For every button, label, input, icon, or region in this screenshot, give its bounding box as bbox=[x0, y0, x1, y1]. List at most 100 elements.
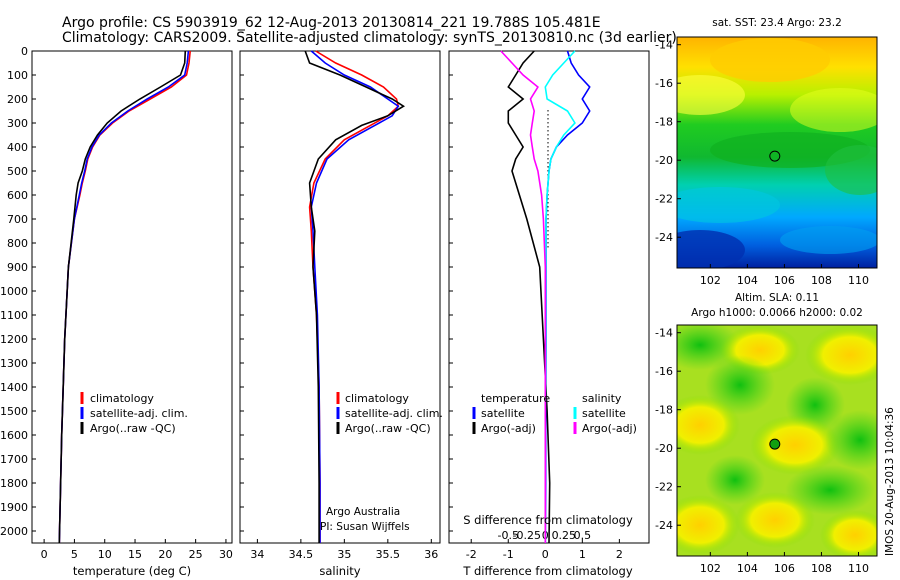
lon-tick-label: 106 bbox=[774, 562, 795, 575]
depth-tick-label: 1900 bbox=[0, 501, 28, 514]
x-tick-label: 0 bbox=[41, 548, 48, 561]
x-tick-label: 15 bbox=[128, 548, 142, 561]
lon-tick-label: 108 bbox=[811, 274, 832, 287]
series-line-argo-raw-qc- bbox=[304, 50, 406, 543]
x-tick-label: 25 bbox=[189, 548, 203, 561]
x-tick-label: 1 bbox=[579, 548, 586, 561]
legend-salinity-header: salinity bbox=[582, 392, 622, 405]
lat-tick-label: -14 bbox=[655, 327, 673, 340]
depth-tick-label: 1200 bbox=[0, 333, 28, 346]
legend-t-argo-label: Argo(-adj) bbox=[481, 422, 536, 435]
depth-tick-label: 400 bbox=[7, 141, 28, 154]
temperature-panel: 0 5 10 15 20 25 30 0 100 200 300 400 500 600 700 800 90… bbox=[0, 45, 233, 578]
t-difference-ticks: -2 -1 0 1 2 bbox=[449, 50, 623, 561]
legend-climatology-label: climatology bbox=[90, 392, 154, 405]
legend-temperature-header: temperature bbox=[481, 392, 550, 405]
x-tick-label: -2 bbox=[466, 548, 477, 561]
depth-tick-label: 1800 bbox=[0, 477, 28, 490]
depth-tick-label: 1700 bbox=[0, 453, 28, 466]
lon-tick-label: 108 bbox=[811, 562, 832, 575]
legend-t-satellite-label: satellite bbox=[481, 407, 525, 420]
depth-tick-label: 1300 bbox=[0, 357, 28, 370]
lat-tick-label: -22 bbox=[655, 193, 673, 206]
depth-tick-label: 600 bbox=[7, 189, 28, 202]
t-difference-x-label: T difference from climatology bbox=[462, 564, 633, 578]
argo-position-marker bbox=[769, 438, 781, 450]
s-tick-label: -0.25 bbox=[513, 529, 541, 542]
x-tick-label: 35.5 bbox=[376, 548, 401, 561]
lat-tick-label: -18 bbox=[655, 404, 673, 417]
sla-map-frame bbox=[676, 324, 878, 557]
lon-tick-label: 106 bbox=[774, 274, 795, 287]
x-tick-label: 5 bbox=[71, 548, 78, 561]
difference-series bbox=[500, 50, 591, 544]
lon-tick-label: 104 bbox=[737, 274, 758, 287]
salinity-series bbox=[304, 50, 406, 543]
sla-map-title-line2: Argo h1000: 0.0066 h2000: 0.02 bbox=[691, 307, 863, 319]
lat-tick-label: -18 bbox=[655, 116, 673, 129]
lon-tick-label: 110 bbox=[848, 274, 869, 287]
salinity-legend: climatology satellite-adj. clim. Argo(..… bbox=[336, 392, 443, 435]
timestamp-stamp: IMOS 20-Aug-2013 10:04:36 bbox=[884, 407, 896, 556]
legend-climatology-label: climatology bbox=[345, 392, 409, 405]
series-line-salinity-argo-adj- bbox=[500, 50, 547, 543]
x-tick-label: 34 bbox=[250, 548, 264, 561]
lat-tick-label: -16 bbox=[655, 77, 673, 90]
depth-tick-label: 300 bbox=[7, 117, 28, 130]
lon-tick-label: 110 bbox=[848, 562, 869, 575]
lon-tick-label: 104 bbox=[737, 562, 758, 575]
lat-tick-label: -24 bbox=[655, 231, 673, 244]
s-difference-label: S difference from climatology bbox=[463, 513, 633, 527]
lat-tick-label: -22 bbox=[655, 481, 673, 494]
lat-tick-label: -14 bbox=[655, 39, 673, 52]
x-tick-label: 30 bbox=[219, 548, 233, 561]
x-tick-label: 20 bbox=[158, 548, 172, 561]
credit-line-1: Argo Australia bbox=[326, 506, 400, 518]
lon-tick-label: 102 bbox=[700, 562, 721, 575]
lat-tick-label: -24 bbox=[655, 519, 673, 532]
x-tick-label: -1 bbox=[503, 548, 514, 561]
x-tick-label: 34.5 bbox=[289, 548, 314, 561]
s-difference-ticks: -0.5-0.25 0 0.250.5 bbox=[498, 529, 592, 542]
figure-title-line2: Climatology: CARS2009. Satellite-adjuste… bbox=[62, 30, 677, 46]
credit-line-2: PI: Susan Wijffels bbox=[320, 521, 410, 533]
legend-satellite-label: satellite-adj. clim. bbox=[345, 407, 443, 420]
sla-map-panel: Altim. SLA: 0.11 Argo h1000: 0.0066 h200… bbox=[655, 292, 878, 575]
salinity-panel: 34 34.5 35 35.5 36 salinity climatology sate… bbox=[239, 50, 443, 578]
sst-map-ticks: 102 104 106 108 110 -14 -16 -18 -20 -22 -24 bbox=[655, 39, 869, 287]
depth-tick-label: 100 bbox=[7, 69, 28, 82]
legend-argo-label: Argo(..raw -QC) bbox=[90, 422, 176, 435]
depth-tick-label: 800 bbox=[7, 237, 28, 250]
legend-argo-label: Argo(..raw -QC) bbox=[345, 422, 431, 435]
legend-satellite-label: satellite-adj. clim. bbox=[90, 407, 188, 420]
salinity-x-label: salinity bbox=[319, 564, 360, 578]
lat-tick-label: -16 bbox=[655, 365, 673, 378]
depth-tick-label: 1400 bbox=[0, 381, 28, 394]
lat-tick-label: -20 bbox=[655, 154, 673, 167]
sst-map-frame bbox=[676, 36, 878, 269]
temperature-legend: climatology satellite-adj. clim. Argo(..… bbox=[80, 392, 188, 435]
sst-map-title: sat. SST: 23.4 Argo: 23.2 bbox=[712, 17, 842, 29]
temperature-x-label: temperature (deg C) bbox=[73, 564, 191, 578]
series-line-argo-raw-qc- bbox=[58, 50, 187, 544]
s-tick-label: 0.5 bbox=[574, 529, 592, 542]
difference-legend: temperature satellite Argo(-adj) salinit… bbox=[472, 392, 637, 435]
x-tick-label: 36 bbox=[424, 548, 438, 561]
sst-map-panel: sat. SST: 23.4 Argo: 23.2 102 104 106 108 11… bbox=[655, 17, 878, 287]
salinity-axes-frame bbox=[239, 50, 441, 544]
depth-tick-label: 1600 bbox=[0, 429, 28, 442]
depth-tick-label: 0 bbox=[21, 45, 28, 58]
depth-tick-label: 2000 bbox=[0, 525, 28, 538]
salinity-x-ticks: 34 34.5 35 35.5 36 bbox=[240, 50, 438, 561]
temperature-series bbox=[58, 50, 191, 544]
depth-tick-label: 900 bbox=[7, 261, 28, 274]
depth-tick-label: 1000 bbox=[0, 285, 28, 298]
x-tick-label: 35 bbox=[337, 548, 351, 561]
series-line-satellite-adj-clim- bbox=[310, 50, 400, 543]
x-tick-label: 0 bbox=[542, 548, 549, 561]
difference-panel: -2 -1 0 1 2 -0.5-0.25 0 0.250.5 T difference f… bbox=[448, 50, 650, 578]
sst-map-image bbox=[677, 37, 877, 268]
lat-tick-label: -20 bbox=[655, 442, 673, 455]
